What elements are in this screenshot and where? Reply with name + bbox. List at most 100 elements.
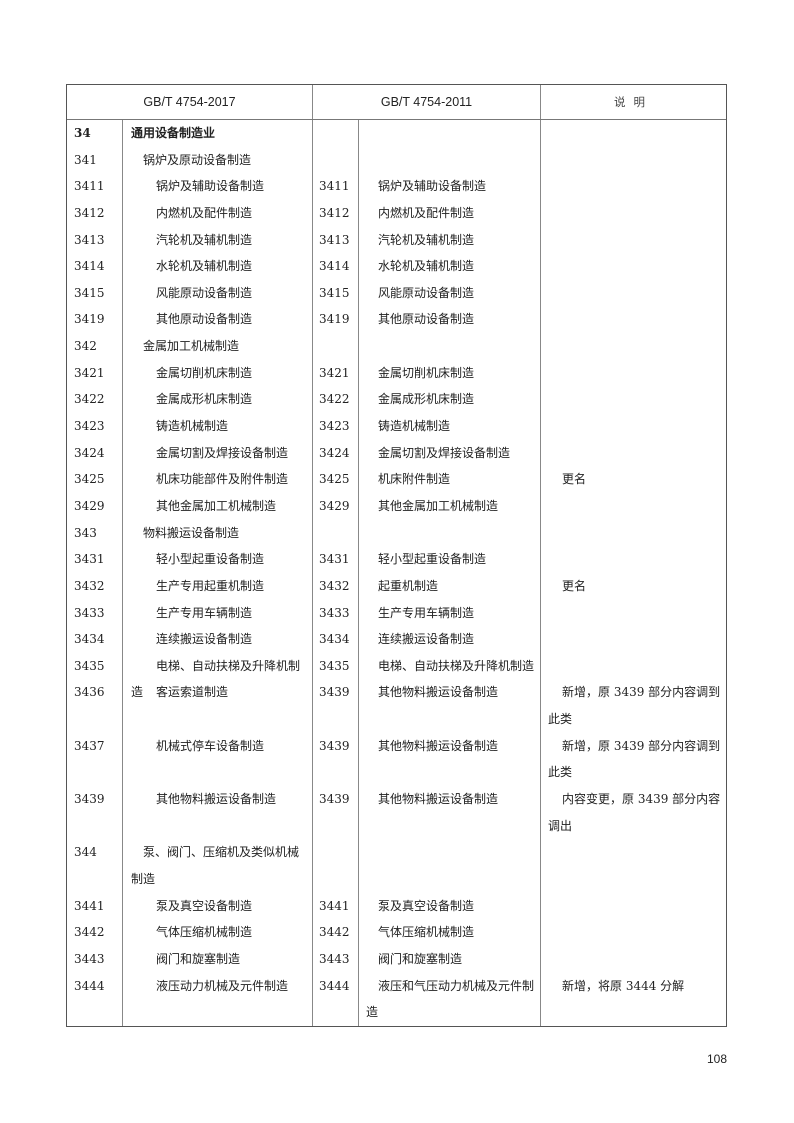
new-code-cell: 3443	[74, 951, 105, 966]
new-code-cell: 343	[74, 525, 97, 540]
note-cell: 新增，原 3439 部分内容调到此类	[548, 685, 721, 727]
note-cell: 新增，将原 3444 分解	[562, 978, 685, 993]
old-name-cell: 起重机制造	[378, 578, 439, 593]
note-cell	[548, 440, 723, 467]
new-name-cell: 气体压缩机械制造	[156, 925, 253, 940]
new-name-cell: 电梯、自动扶梯及升降机制造	[131, 658, 301, 700]
note-cell	[548, 919, 723, 946]
old-code-cell: 3431	[319, 552, 350, 567]
old-name-cell: 其他物料搬运设备制造	[378, 792, 499, 807]
old-code-cell: 3439	[319, 792, 350, 807]
old-name-cell: 内燃机及配件制造	[378, 205, 475, 220]
new-code-cell: 341	[74, 152, 97, 167]
note-cell	[548, 653, 723, 680]
old-code-cell: 3423	[319, 419, 350, 434]
new-code-cell: 3437	[74, 738, 105, 753]
note-cell	[548, 946, 723, 973]
new-code-cell: 3436	[74, 685, 105, 700]
new-code-cell: 3411	[74, 179, 105, 194]
new-name-cell: 金属切削机床制造	[156, 365, 253, 380]
old-name-cell: 其他物料搬运设备制造	[378, 738, 499, 753]
new-name-cell: 金属加工机械制造	[143, 339, 240, 354]
note-cell	[548, 173, 723, 200]
new-name-cell: 生产专用车辆制造	[156, 605, 253, 620]
note-cell	[548, 200, 723, 227]
note-column: 更名 更名 新增，原 3439 部分内容调到此类 新增，原 3439 部分内容调到此类…	[541, 120, 726, 1026]
new-name-cell: 内燃机及配件制造	[156, 205, 253, 220]
old-name-cell: 锅炉及辅助设备制造	[378, 179, 487, 194]
new-code-cell: 3419	[74, 312, 105, 327]
new-name-cell: 连续搬运设备制造	[156, 632, 253, 647]
new-code-cell: 3441	[74, 898, 105, 913]
new-name-cell: 机械式停车设备制造	[156, 738, 265, 753]
old-code-cell	[319, 147, 358, 174]
new-code-cell: 34	[74, 126, 91, 140]
old-name-cell	[366, 333, 536, 360]
old-name-cell	[366, 120, 536, 147]
new-code-cell: 3433	[74, 605, 105, 620]
old-name-cell: 铸造机械制造	[378, 419, 451, 434]
note-cell	[548, 120, 723, 147]
old-code-cell: 3415	[319, 285, 350, 300]
new-name-cell: 汽轮机及辅机制造	[156, 232, 253, 247]
note-cell: 更名	[562, 472, 587, 487]
note-cell	[548, 413, 723, 440]
old-code-cell	[319, 839, 358, 892]
new-name-cell: 液压动力机械及元件制造	[156, 978, 289, 993]
new-name-cell: 风能原动设备制造	[156, 285, 253, 300]
old-name-cell: 金属切削机床制造	[378, 365, 475, 380]
new-name-column: 通用设备制造业锅炉及原动设备制造锅炉及辅助设备制造 内燃机及配件制造 汽轮机及辅机制…	[123, 120, 313, 1026]
old-code-cell: 3413	[319, 232, 350, 247]
new-code-cell: 3431	[74, 552, 105, 567]
note-cell	[548, 280, 723, 307]
old-code-cell: 3424	[319, 445, 350, 460]
old-name-column: 锅炉及辅助设备制造 内燃机及配件制造 汽轮机及辅机制造 水轮机及辅机制造 风能原动设备制…	[359, 120, 541, 1026]
new-name-cell: 金属成形机床制造	[156, 392, 253, 407]
note-cell	[548, 893, 723, 920]
new-name-cell: 生产专用起重机制造	[156, 578, 265, 593]
old-code-cell: 3414	[319, 259, 350, 274]
new-code-column: 34 341 3411 3412 3413 3414 3415 3419 342 3421 3422…	[67, 120, 123, 1026]
note-cell: 新增，原 3439 部分内容调到此类	[548, 738, 721, 780]
new-code-cell: 3422	[74, 392, 105, 407]
new-code-cell: 3414	[74, 259, 105, 274]
page-number: 108	[706, 1052, 727, 1066]
old-code-cell	[319, 120, 358, 147]
table-header: GB/T 4754-2017 GB/T 4754-2011 说明	[67, 85, 726, 120]
new-name-cell: 通用设备制造业	[131, 126, 216, 140]
note-cell	[548, 626, 723, 653]
note-cell	[548, 147, 723, 174]
new-code-cell: 3434	[74, 632, 105, 647]
new-code-cell: 3439	[74, 792, 105, 807]
header-old-standard: GB/T 4754-2011	[313, 85, 541, 119]
old-name-cell: 其他金属加工机械制造	[378, 498, 499, 513]
new-name-cell: 机床功能部件及附件制造	[156, 472, 289, 487]
old-code-cell: 3443	[319, 951, 350, 966]
new-code-cell: 3429	[74, 498, 105, 513]
old-name-cell	[366, 839, 536, 892]
old-code-cell: 3419	[319, 312, 350, 327]
new-name-cell: 锅炉及辅助设备制造	[156, 179, 265, 194]
old-name-cell: 泵及真空设备制造	[378, 898, 475, 913]
new-name-cell: 阀门和旋塞制造	[156, 951, 241, 966]
new-code-cell: 3412	[74, 205, 105, 220]
new-code-cell: 3423	[74, 419, 105, 434]
new-code-cell: 3424	[74, 445, 105, 460]
old-code-cell: 3439	[319, 685, 350, 700]
new-name-cell: 其他原动设备制造	[156, 312, 253, 327]
old-code-cell: 3412	[319, 205, 350, 220]
old-code-cell: 3441	[319, 898, 350, 913]
old-name-cell: 金属成形机床制造	[378, 392, 475, 407]
old-code-cell: 3421	[319, 365, 350, 380]
new-name-cell: 泵及真空设备制造	[156, 898, 253, 913]
new-code-cell: 3444	[74, 978, 105, 993]
old-name-cell: 机床附件制造	[378, 472, 451, 487]
new-name-cell: 锅炉及原动设备制造	[143, 152, 252, 167]
new-name-cell: 物料搬运设备制造	[143, 525, 240, 540]
header-new-standard: GB/T 4754-2017	[67, 85, 313, 119]
old-code-cell: 3425	[319, 472, 350, 487]
new-code-cell: 3432	[74, 578, 105, 593]
note-cell	[548, 253, 723, 280]
new-name-cell: 其他金属加工机械制造	[156, 498, 277, 513]
note-cell: 内容变更，原 3439 部分内容调出	[548, 792, 721, 833]
